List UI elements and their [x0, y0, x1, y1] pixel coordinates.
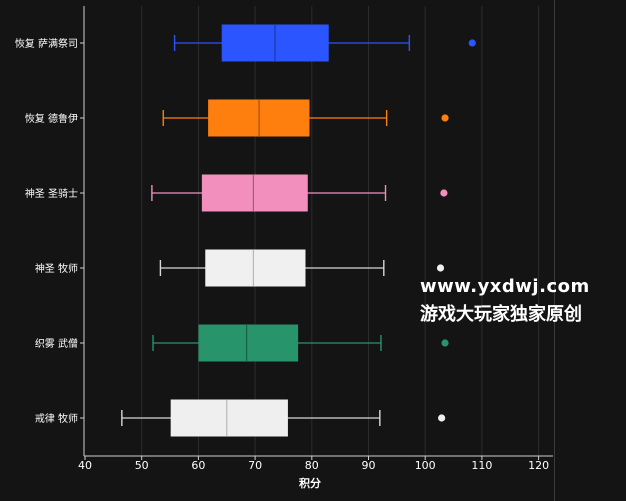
box-series [159, 249, 445, 287]
outlier-point [468, 39, 476, 47]
watermark-url: www.yxdwj.com [420, 276, 590, 297]
boxes-layer [121, 24, 476, 437]
box-series [162, 99, 449, 137]
x-tick-label: 60 [191, 459, 205, 472]
x-tick-label: 110 [471, 459, 492, 472]
box [208, 99, 310, 137]
outlier-point [436, 264, 445, 272]
category-label: 恢复 德鲁伊 [25, 112, 78, 125]
x-tick-label: 50 [135, 459, 149, 472]
box [201, 174, 308, 212]
x-tick-label: 90 [362, 459, 376, 472]
box-series [173, 24, 476, 62]
outlier-point [441, 339, 449, 347]
watermark-text: 游戏大玩家独家原创 [420, 304, 582, 325]
box-series [152, 324, 449, 362]
category-label: 神圣 牧师 [35, 262, 78, 275]
box-series [151, 174, 448, 212]
category-label: 织雾 武僧 [35, 337, 78, 350]
category-label: 神圣 圣骑士 [25, 187, 78, 200]
x-axis-label: 积分 [299, 476, 321, 490]
category-label: 戒律 牧师 [35, 412, 78, 425]
x-tick-label: 70 [248, 459, 262, 472]
box [221, 24, 329, 62]
x-tick-label: 120 [528, 459, 549, 472]
outlier-point [438, 414, 446, 422]
grid-lines [141, 6, 540, 456]
outlier-point [440, 189, 448, 197]
box [205, 249, 306, 287]
x-tick-label: 100 [415, 459, 436, 472]
x-axis: 40 50 60 70 80 90 100 110 120 [78, 6, 553, 472]
x-tick-label: 40 [78, 459, 92, 472]
box [198, 324, 299, 362]
x-tick-label: 80 [305, 459, 319, 472]
category-label: 恢复 萨满祭司 [15, 37, 78, 50]
box [170, 399, 288, 437]
box-series [121, 399, 446, 437]
outlier-point [441, 114, 449, 122]
